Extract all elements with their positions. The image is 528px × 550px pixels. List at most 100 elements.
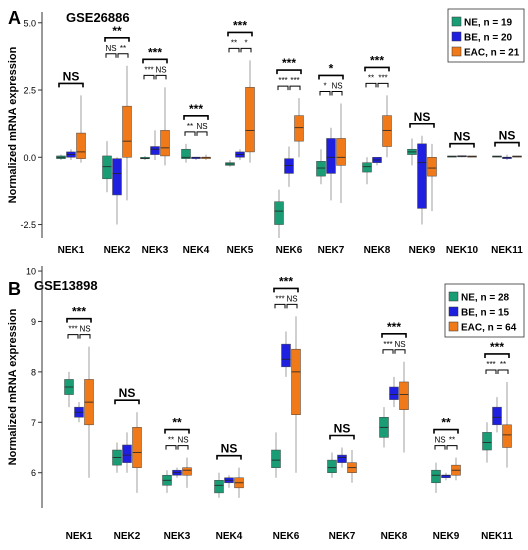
box <box>316 161 326 177</box>
legend-label: NE, n = 28 <box>461 293 510 304</box>
significance-bracket <box>67 334 79 339</box>
category-label: NEK11 <box>491 245 523 256</box>
category-label: NEK6 <box>273 531 300 542</box>
y-tick-label: 5.0 <box>23 18 36 28</box>
category-label: NEK2 <box>104 245 131 256</box>
significance-bracket <box>277 85 289 91</box>
box <box>122 105 132 158</box>
legend-label: BE, n = 20 <box>464 33 513 44</box>
legend-label: BE, n = 15 <box>461 308 510 319</box>
significance-bracket <box>183 115 209 120</box>
significance-label: NS <box>331 81 342 90</box>
panel-title: GSE13898 <box>34 278 98 293</box>
significance-label: *** <box>68 325 77 334</box>
box <box>122 444 132 463</box>
panel-label: A <box>8 8 21 28</box>
significance-bracket <box>216 454 242 460</box>
significance-bracket <box>434 445 446 450</box>
category-label: NEK8 <box>381 531 408 542</box>
significance-label: NS <box>286 294 297 303</box>
significance-label: NS <box>394 340 405 349</box>
significance-label: NS <box>63 69 80 83</box>
significance-bracket <box>364 66 390 72</box>
box <box>417 143 427 209</box>
significance-bracket <box>446 445 458 450</box>
box <box>182 467 192 476</box>
category-label: NEK2 <box>114 531 141 542</box>
legend-label: EAC, n = 21 <box>464 48 520 59</box>
y-tick-label: 10 <box>26 267 36 277</box>
panel-label: B <box>8 279 21 299</box>
significance-bracket <box>331 90 343 96</box>
legend-label: EAC, n = 64 <box>461 323 517 334</box>
significance-bracket <box>381 332 407 338</box>
significance-bracket <box>114 399 140 405</box>
significance-bracket <box>155 74 167 80</box>
significance-label: *** <box>278 76 287 85</box>
box <box>492 406 502 426</box>
significance-bracket <box>329 434 355 440</box>
significance-label: *** <box>148 45 162 59</box>
significance-label: NS <box>79 325 90 334</box>
significance-label: ** <box>168 436 174 445</box>
box <box>326 138 336 174</box>
significance-label: NS <box>334 422 351 436</box>
significance-bracket <box>142 58 168 64</box>
category-label: NEK1 <box>66 531 93 542</box>
significance-label: *** <box>383 340 392 349</box>
legend-swatch <box>448 321 459 332</box>
legend-swatch <box>448 291 459 302</box>
significance-label: *** <box>279 274 293 288</box>
category-label: NEK9 <box>409 245 436 256</box>
significance-label: NS <box>414 110 431 124</box>
box <box>274 201 284 225</box>
box <box>399 381 409 410</box>
significance-label: NS <box>434 436 445 445</box>
legend-swatch <box>448 306 459 317</box>
y-tick-label: 7 <box>31 418 36 428</box>
significance-label: ** <box>500 360 506 369</box>
significance-bracket <box>58 82 84 88</box>
category-label: NEK4 <box>183 245 210 256</box>
significance-label: ** <box>172 416 182 430</box>
box <box>112 158 122 196</box>
significance-bracket <box>104 37 130 42</box>
significance-label: NS <box>155 65 166 74</box>
box <box>502 424 512 448</box>
significance-bracket <box>143 74 155 80</box>
significance-bracket <box>177 445 189 450</box>
significance-bracket <box>377 82 389 88</box>
category-label: NEK3 <box>142 245 169 256</box>
significance-bracket <box>165 445 177 450</box>
box <box>362 162 372 173</box>
legend-swatch <box>451 16 462 27</box>
y-tick-label: 0.0 <box>23 153 36 163</box>
significance-label: ** <box>368 73 374 82</box>
category-label: NEK4 <box>216 531 243 542</box>
category-label: NEK1 <box>58 245 85 256</box>
significance-bracket <box>433 428 459 434</box>
significance-bracket <box>276 69 302 75</box>
box <box>284 158 294 174</box>
significance-label: *** <box>490 340 504 354</box>
significance-label: NS <box>105 44 116 53</box>
panel-title: GSE26886 <box>66 10 130 25</box>
significance-label: ** <box>449 436 455 445</box>
box <box>382 115 392 147</box>
box <box>214 480 224 494</box>
significance-bracket <box>273 287 299 293</box>
significance-bracket <box>184 131 196 136</box>
category-label: NEK7 <box>329 531 356 542</box>
significance-bracket <box>240 47 252 53</box>
significance-label: *** <box>275 294 284 303</box>
y-tick-label: 8 <box>31 367 36 377</box>
significance-bracket <box>289 85 301 91</box>
significance-label: NS <box>119 386 136 400</box>
box <box>271 449 281 468</box>
significance-label: *** <box>233 18 247 32</box>
significance-label: ** <box>231 38 237 47</box>
significance-bracket <box>494 141 520 147</box>
category-label: NEK8 <box>364 245 391 256</box>
significance-label: * <box>329 61 334 75</box>
significance-label: *** <box>378 73 387 82</box>
